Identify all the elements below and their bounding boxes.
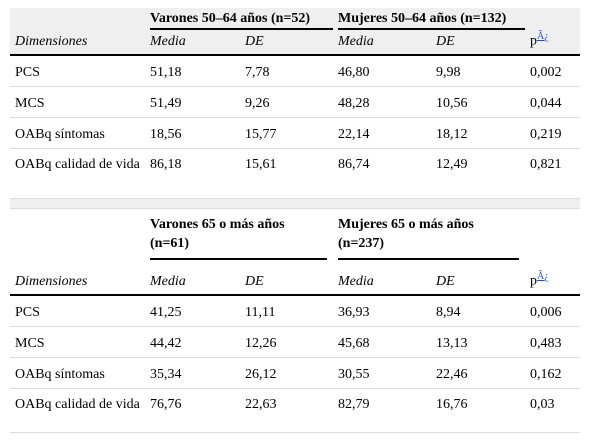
subheader-row: Media DE Media DE bbox=[10, 32, 580, 56]
value-cell: 12,49 bbox=[431, 149, 526, 199]
dimension-cell: OABq síntomas bbox=[10, 358, 145, 389]
value-cell: 45,68 bbox=[333, 327, 431, 358]
men-sd-header: DE bbox=[240, 32, 333, 56]
p-footnote-link[interactable]: Â¿ bbox=[537, 271, 549, 283]
value-cell: 12,26 bbox=[240, 327, 333, 358]
group-men-header: Varones 65 o más años (n=61) bbox=[145, 209, 333, 262]
p-value-cell: 0,162 bbox=[525, 358, 581, 389]
table-row: OABq calidad de vida 86,18 15,61 86,74 1… bbox=[10, 149, 581, 199]
value-cell: 22,14 bbox=[333, 118, 431, 149]
value-cell: 15,61 bbox=[240, 149, 333, 199]
men-sd-header: DE bbox=[240, 262, 333, 296]
value-cell: 16,76 bbox=[431, 389, 526, 433]
dimensions-header: Dimensiones bbox=[10, 209, 145, 296]
results-table: Dimensiones Varones 50–64 años (n=52) Mu… bbox=[10, 8, 581, 433]
table-row: PCS 41,25 11,11 36,93 8,94 0,006 bbox=[10, 296, 581, 327]
value-cell: 46,80 bbox=[333, 56, 431, 87]
p-footnote-link[interactable]: Â¿ bbox=[537, 31, 549, 43]
value-cell: 10,56 bbox=[431, 87, 526, 118]
value-cell: 26,12 bbox=[240, 358, 333, 389]
value-cell: 35,34 bbox=[145, 358, 240, 389]
dimension-cell: OABq síntomas bbox=[10, 118, 145, 149]
dimension-cell: OABq calidad de vida bbox=[10, 389, 145, 433]
value-cell: 51,18 bbox=[145, 56, 240, 87]
value-cell: 51,49 bbox=[145, 87, 240, 118]
table-row: MCS 51,49 9,26 48,28 10,56 0,044 bbox=[10, 87, 581, 118]
p-value-cell: 0,483 bbox=[525, 327, 581, 358]
value-cell: 15,77 bbox=[240, 118, 333, 149]
value-cell: 44,42 bbox=[145, 327, 240, 358]
group-women-header: Mujeres 65 o más años (n=237) bbox=[333, 209, 526, 262]
table-row: OABq síntomas 18,56 15,77 22,14 18,12 0,… bbox=[10, 118, 581, 149]
dimension-cell: OABq calidad de vida bbox=[10, 149, 145, 199]
men-mean-header: Media bbox=[145, 32, 240, 56]
value-cell: 86,18 bbox=[145, 149, 240, 199]
value-cell: 18,56 bbox=[145, 118, 240, 149]
p-header: pÂ¿ bbox=[525, 209, 581, 296]
dimension-cell: PCS bbox=[10, 296, 145, 327]
value-cell: 11,11 bbox=[240, 296, 333, 327]
value-cell: 18,12 bbox=[431, 118, 526, 149]
dimension-cell: MCS bbox=[10, 87, 145, 118]
p-value-cell: 0,219 bbox=[525, 118, 581, 149]
value-cell: 86,74 bbox=[333, 149, 431, 199]
value-cell: 82,79 bbox=[333, 389, 431, 433]
value-cell: 7,78 bbox=[240, 56, 333, 87]
women-sd-header: DE bbox=[431, 262, 526, 296]
p-value-cell: 0,006 bbox=[525, 296, 581, 327]
p-value-cell: 0,821 bbox=[525, 149, 581, 199]
p-value-cell: 0,03 bbox=[525, 389, 581, 433]
subheader-row: Media DE Media DE bbox=[10, 262, 580, 296]
dimensions-header: Dimensiones bbox=[10, 8, 145, 56]
value-cell: 9,26 bbox=[240, 87, 333, 118]
women-mean-header: Media bbox=[333, 262, 431, 296]
group-women-header: Mujeres 50–64 años (n=132) bbox=[333, 8, 526, 32]
value-cell: 13,13 bbox=[431, 327, 526, 358]
group-header-row: Dimensiones Varones 50–64 años (n=52) Mu… bbox=[10, 8, 581, 56]
dimension-cell: MCS bbox=[10, 327, 145, 358]
dimension-cell: PCS bbox=[10, 56, 145, 87]
value-cell: 41,25 bbox=[145, 296, 240, 327]
value-cell: 48,28 bbox=[333, 87, 431, 118]
women-sd-header: DE bbox=[431, 32, 526, 56]
value-cell: 22,63 bbox=[240, 389, 333, 433]
value-cell: 30,55 bbox=[333, 358, 431, 389]
p-header: pÂ¿ bbox=[525, 8, 581, 56]
section-spacer bbox=[10, 199, 581, 209]
women-mean-header: Media bbox=[333, 32, 431, 56]
table-row: OABq calidad de vida 76,76 22,63 82,79 1… bbox=[10, 389, 581, 433]
value-cell: 8,94 bbox=[431, 296, 526, 327]
value-cell: 22,46 bbox=[431, 358, 526, 389]
table-row: OABq síntomas 35,34 26,12 30,55 22,46 0,… bbox=[10, 358, 581, 389]
men-mean-header: Media bbox=[145, 262, 240, 296]
value-cell: 36,93 bbox=[333, 296, 431, 327]
group-men-header: Varones 50–64 años (n=52) bbox=[145, 8, 333, 32]
group-header-row: Dimensiones Varones 65 o más años (n=61)… bbox=[10, 209, 581, 296]
value-cell: 76,76 bbox=[145, 389, 240, 433]
table-row: MCS 44,42 12,26 45,68 13,13 0,483 bbox=[10, 327, 581, 358]
table-row: PCS 51,18 7,78 46,80 9,98 0,002 bbox=[10, 56, 581, 87]
value-cell: 9,98 bbox=[431, 56, 526, 87]
p-value-cell: 0,044 bbox=[525, 87, 581, 118]
p-value-cell: 0,002 bbox=[525, 56, 581, 87]
